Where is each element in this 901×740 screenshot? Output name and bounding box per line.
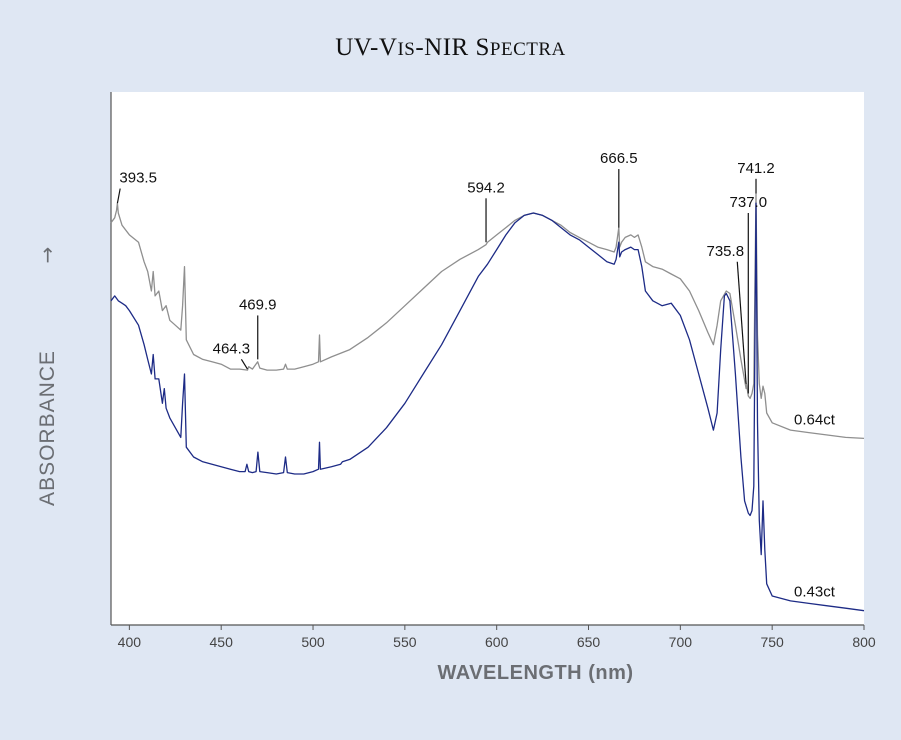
x-tick-label: 700 xyxy=(669,634,693,650)
chart-title-part: PECTRA xyxy=(489,39,566,60)
y-axis-arrow-icon: → xyxy=(35,247,59,264)
x-tick-label: 550 xyxy=(393,634,417,650)
series-line-0-43ct xyxy=(110,202,865,612)
x-tick-label: 750 xyxy=(760,634,784,650)
chart-title: UV-VIS-NIR SPECTRA xyxy=(0,34,901,62)
y-axis-label-text: ABSORBANCE xyxy=(36,350,59,506)
x-tick-label: 500 xyxy=(301,634,325,650)
peak-leader-line xyxy=(116,188,121,204)
peak-label: 464.3 xyxy=(213,340,251,357)
x-tick-label: 600 xyxy=(485,634,509,650)
x-axis-label-text: WAVELENGTH xyxy=(437,662,583,684)
x-axis-label: WAVELENGTH (nm) xyxy=(0,662,901,685)
series-label: 0.43ct xyxy=(794,584,836,601)
peak-label: 666.5 xyxy=(600,150,638,167)
peak-leader-line xyxy=(736,261,747,384)
spectra-chart: 400 450 500 550 600 650 700 750 800 393.5 464.3 46… xyxy=(110,92,876,650)
x-tick-label: 800 xyxy=(852,634,876,650)
labels-layer: 393.5 464.3 469.9 594.2 666.5 735.8 737.0 741.2… xyxy=(116,150,836,601)
x-tick-label: 400 xyxy=(118,634,142,650)
peak-label: 393.5 xyxy=(119,170,157,187)
plot-area xyxy=(111,92,864,625)
peak-leader-line xyxy=(240,359,248,370)
peak-label: 469.9 xyxy=(239,296,277,313)
peak-label: 594.2 xyxy=(467,179,505,196)
series-line-0-64ct xyxy=(110,192,865,440)
peak-label: 735.8 xyxy=(707,243,745,260)
series-label: 0.64ct xyxy=(794,411,836,428)
peak-label: 737.0 xyxy=(730,194,768,211)
y-axis-label: ABSORBANCE → xyxy=(20,247,59,680)
axes: 400 450 500 550 600 650 700 750 800 xyxy=(110,92,876,650)
chart-title-part: IS xyxy=(397,39,416,60)
x-axis-label-unit: (nm) xyxy=(588,662,634,684)
chart-title-part: UV-V xyxy=(335,34,398,61)
chart-title-part: -NIR S xyxy=(415,34,490,61)
x-tick-label: 650 xyxy=(577,634,601,650)
x-tick-label: 450 xyxy=(210,634,234,650)
series-layer xyxy=(110,192,865,612)
peak-label: 741.2 xyxy=(737,160,775,177)
